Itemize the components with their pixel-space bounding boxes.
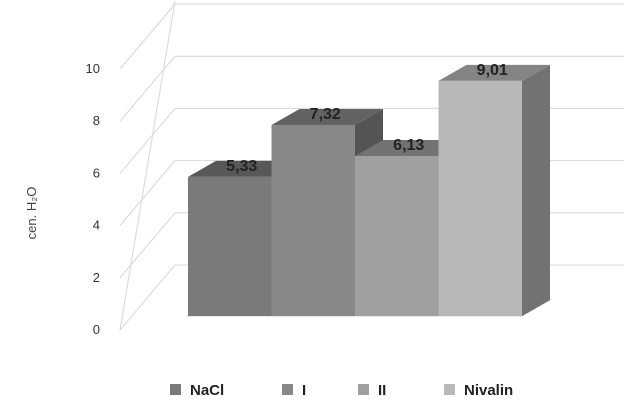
legend: NaCl I II Nivalin — [170, 382, 513, 399]
legend-swatch — [358, 384, 369, 395]
legend-item: NaCl — [170, 382, 224, 399]
y-tick-label: 2 — [93, 270, 100, 285]
gridline-side — [119, 212, 176, 279]
data-label: 6,13 — [393, 137, 424, 154]
bar-top-face — [438, 64, 550, 81]
gridline-side — [119, 264, 176, 331]
y-axis-ticks: 0 2 4 6 8 10 — [86, 61, 100, 337]
legend-swatch — [444, 384, 455, 395]
legend-item: II — [358, 382, 386, 399]
left-wall-edge — [119, 0, 176, 331]
bar-side-face — [522, 64, 550, 317]
legend-label: Nivalin — [464, 382, 513, 399]
legend-item: I — [282, 382, 306, 399]
bar-front-face — [188, 176, 272, 316]
y-tick-label: 0 — [93, 322, 100, 337]
data-labels: 5,33 7,32 6,13 9,01 — [226, 62, 508, 175]
gridline-side — [119, 108, 176, 174]
y-tick-label: 8 — [93, 113, 100, 128]
gridline-side — [119, 3, 176, 70]
legend-label: II — [378, 382, 386, 399]
gridline-side — [119, 160, 176, 226]
y-tick-label: 4 — [93, 218, 100, 233]
bar-nivalin — [438, 64, 550, 317]
gridline-side — [119, 55, 176, 122]
chart-back-wall — [119, 0, 176, 331]
bar-front-face — [271, 124, 355, 316]
y-axis-label: cen. H₂O — [24, 187, 39, 240]
legend-swatch — [170, 384, 181, 395]
data-label: 9,01 — [477, 62, 508, 79]
legend-item: Nivalin — [444, 382, 513, 399]
legend-label: NaCl — [190, 382, 224, 399]
data-label: 5,33 — [226, 158, 257, 175]
bar-front-face — [438, 80, 522, 317]
legend-swatch — [282, 384, 293, 395]
bars — [188, 64, 550, 317]
bar-front-face — [355, 156, 439, 316]
bar-top-face — [271, 108, 383, 125]
y-tick-label: 6 — [93, 165, 100, 180]
legend-label: I — [302, 382, 306, 399]
y-tick-label: 10 — [86, 61, 100, 76]
data-label: 7,32 — [310, 106, 341, 123]
